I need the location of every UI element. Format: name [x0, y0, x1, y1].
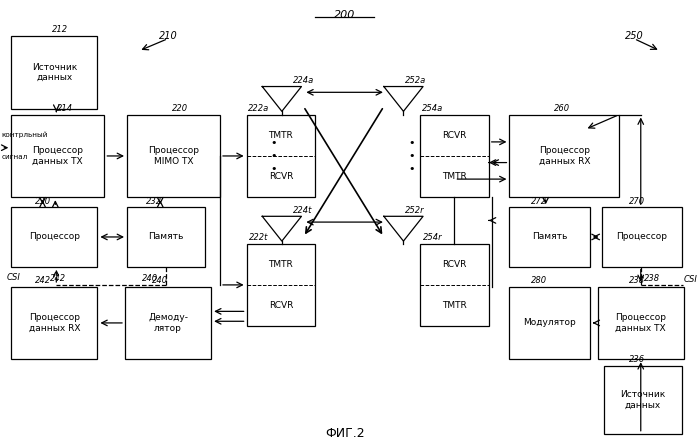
Text: 238: 238 — [644, 274, 660, 283]
Bar — [510, 207, 590, 267]
Text: 224a: 224a — [293, 76, 314, 85]
Text: CSI: CSI — [6, 273, 20, 282]
Text: Процессор
данных TX: Процессор данных TX — [32, 146, 83, 166]
Bar — [11, 115, 104, 197]
Bar — [11, 36, 97, 109]
Text: Модулятор: Модулятор — [523, 319, 576, 328]
Bar — [127, 207, 205, 267]
Text: 210: 210 — [159, 31, 178, 40]
Text: 220: 220 — [172, 104, 188, 113]
Bar — [246, 243, 315, 326]
Text: ФИГ.2: ФИГ.2 — [325, 427, 365, 440]
Text: 242: 242 — [50, 274, 66, 283]
Text: 242: 242 — [34, 276, 50, 285]
Text: 222a: 222a — [248, 104, 269, 113]
Text: TMTR: TMTR — [442, 172, 467, 181]
Text: 252r: 252r — [405, 206, 425, 214]
Text: 240: 240 — [142, 274, 158, 283]
Text: RCVR: RCVR — [442, 131, 467, 140]
Text: 230: 230 — [34, 197, 50, 206]
Text: 250: 250 — [624, 31, 643, 40]
Text: 272: 272 — [531, 197, 547, 206]
Text: •: • — [271, 151, 277, 161]
Text: Источник
данных: Источник данных — [620, 390, 666, 409]
Text: 232: 232 — [146, 197, 162, 206]
Bar — [420, 115, 489, 197]
Text: CSI: CSI — [684, 275, 698, 283]
Bar — [125, 287, 211, 359]
Text: 200: 200 — [334, 10, 356, 20]
Text: RCVR: RCVR — [269, 301, 293, 310]
Text: TMTR: TMTR — [269, 260, 293, 269]
Bar — [246, 115, 315, 197]
Text: 224t: 224t — [293, 206, 312, 214]
Text: Источник
данных: Источник данных — [32, 63, 77, 82]
Bar — [11, 207, 97, 267]
Text: •: • — [408, 138, 414, 148]
Text: RCVR: RCVR — [269, 172, 293, 181]
Text: 252a: 252a — [405, 76, 427, 85]
Text: контрльный: контрльный — [1, 131, 48, 138]
Text: 270: 270 — [629, 197, 645, 206]
Bar — [510, 115, 620, 197]
Text: 254r: 254r — [423, 233, 442, 242]
Text: Память: Память — [148, 232, 184, 242]
Text: Процессор
данных RX: Процессор данных RX — [29, 313, 80, 332]
Text: Процессор: Процессор — [616, 232, 667, 242]
Bar — [510, 287, 590, 359]
Text: •: • — [408, 151, 414, 161]
Text: Демоду-
лятор: Демоду- лятор — [148, 313, 188, 332]
Text: 240: 240 — [152, 276, 168, 285]
Text: •: • — [408, 164, 414, 174]
Bar — [11, 287, 97, 359]
Text: 214: 214 — [57, 104, 74, 113]
Text: 260: 260 — [554, 104, 570, 113]
Text: 212: 212 — [52, 25, 69, 34]
Text: RCVR: RCVR — [442, 260, 467, 269]
Text: Процессор
данных RX: Процессор данных RX — [538, 146, 590, 166]
Text: •: • — [271, 164, 277, 174]
Bar — [601, 207, 682, 267]
Bar — [420, 243, 489, 326]
Text: 222t: 222t — [248, 233, 268, 242]
Text: TMTR: TMTR — [269, 131, 293, 140]
Text: 280: 280 — [531, 276, 547, 285]
Text: •: • — [271, 138, 277, 148]
Text: 236: 236 — [629, 355, 645, 364]
Text: Процессор
MIMO TX: Процессор MIMO TX — [148, 146, 199, 166]
Text: 238: 238 — [629, 276, 645, 285]
Text: Процессор: Процессор — [29, 232, 80, 242]
Bar — [598, 287, 684, 359]
Text: TMTR: TMTR — [442, 301, 467, 310]
Text: сигнал: сигнал — [1, 154, 27, 160]
Bar — [603, 366, 682, 434]
Text: Память: Память — [532, 232, 567, 242]
Bar — [127, 115, 220, 197]
Text: Процессор
данных TX: Процессор данных TX — [615, 313, 666, 332]
Text: 254a: 254a — [422, 104, 444, 113]
